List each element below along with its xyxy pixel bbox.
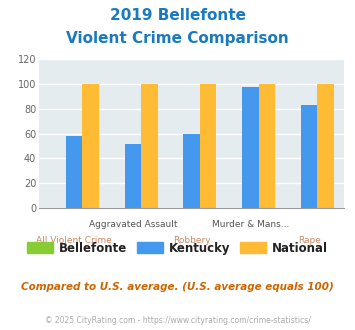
- Text: © 2025 CityRating.com - https://www.cityrating.com/crime-statistics/: © 2025 CityRating.com - https://www.city…: [45, 316, 310, 325]
- Text: Aggravated Assault: Aggravated Assault: [89, 220, 177, 229]
- Text: Violent Crime Comparison: Violent Crime Comparison: [66, 31, 289, 46]
- Text: 2019 Bellefonte: 2019 Bellefonte: [109, 8, 246, 23]
- Bar: [259, 84, 275, 208]
- Text: Compared to U.S. average. (U.S. average equals 100): Compared to U.S. average. (U.S. average …: [21, 282, 334, 292]
- Bar: [242, 86, 259, 208]
- Bar: [200, 84, 216, 208]
- Bar: [141, 84, 158, 208]
- Text: Rape: Rape: [298, 236, 321, 245]
- Bar: [125, 144, 141, 208]
- Bar: [317, 84, 334, 208]
- Text: Robbery: Robbery: [173, 236, 211, 245]
- Bar: [82, 84, 99, 208]
- Text: Murder & Mans...: Murder & Mans...: [212, 220, 289, 229]
- Text: All Violent Crime: All Violent Crime: [37, 236, 112, 245]
- Bar: [184, 134, 200, 208]
- Bar: [301, 105, 317, 208]
- Legend: Bellefonte, Kentucky, National: Bellefonte, Kentucky, National: [23, 237, 332, 259]
- Bar: [66, 136, 82, 208]
